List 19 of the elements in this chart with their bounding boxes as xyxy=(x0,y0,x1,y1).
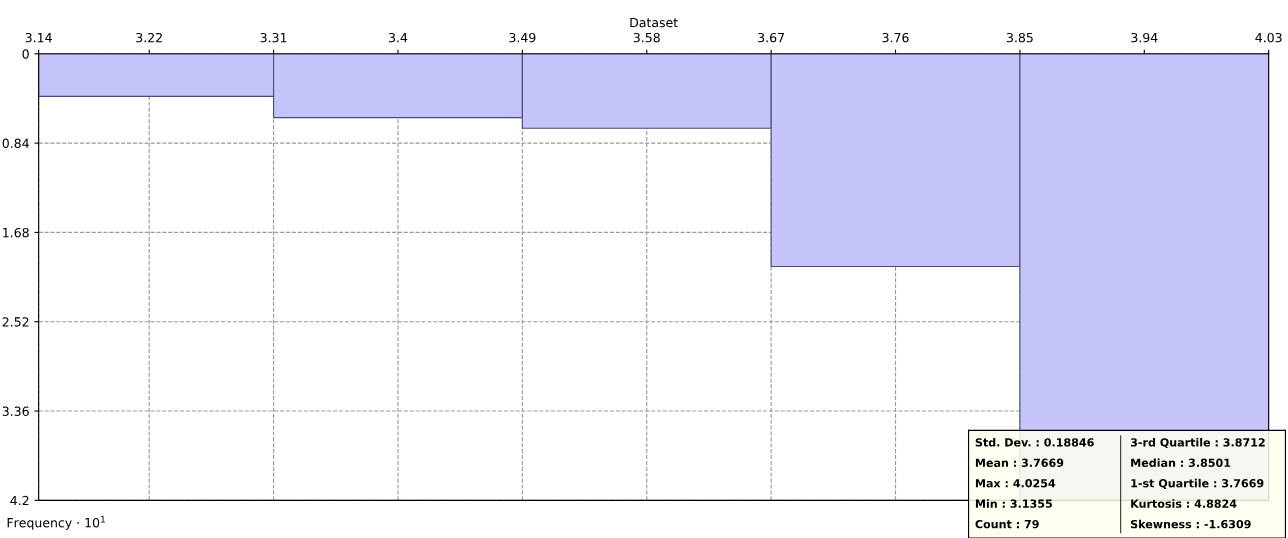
x-tick-label: 3.94 xyxy=(1131,32,1158,43)
x-tick-label: 3.14 xyxy=(25,32,52,43)
x-tick-label: 3.49 xyxy=(509,32,536,43)
y-tick-label: 4.2 xyxy=(10,495,29,506)
y-tick-label: 3.36 xyxy=(2,406,29,416)
x-tick-label: 3.58 xyxy=(633,32,660,43)
x-tick-label: 4.03 xyxy=(1255,32,1282,43)
x-tick-label: 3.85 xyxy=(1006,32,1033,43)
y-axis-title: Frequency · 10$^{1}$ xyxy=(7,516,105,530)
x-axis-title: Dataset xyxy=(630,18,678,28)
y-tick-label: 0 xyxy=(22,49,29,59)
x-tick-label: 3.4 xyxy=(388,32,408,43)
x-tick-label: 3.76 xyxy=(882,32,909,43)
y-tick-label: 0.84 xyxy=(2,138,29,149)
x-tick-label: 3.22 xyxy=(136,32,162,43)
x-tick-label: 3.31 xyxy=(260,32,287,43)
y-tick-label: 2.52 xyxy=(2,317,29,327)
x-tick-label: 3.67 xyxy=(758,32,784,43)
y-tick-label: 1.68 xyxy=(3,227,29,238)
